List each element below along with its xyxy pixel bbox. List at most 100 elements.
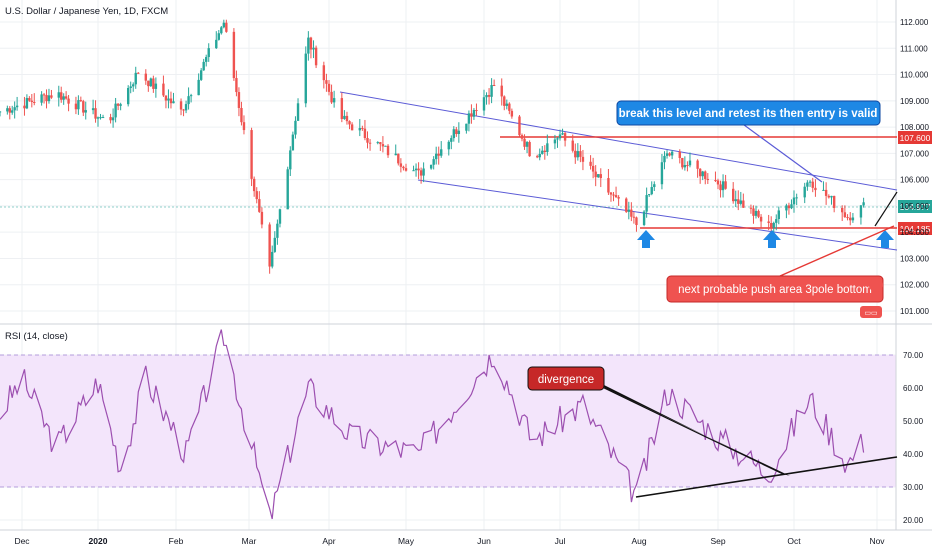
bear-candle — [571, 134, 574, 153]
time-tick-label: Jun — [477, 536, 491, 546]
bear-candle — [23, 96, 26, 116]
bear-candle — [579, 145, 582, 163]
push-note-text: next probable push area 3pole bottom — [678, 284, 872, 296]
bull-candle — [101, 114, 105, 119]
bear-candle — [350, 122, 354, 131]
price-tick-label: 106.000 — [900, 176, 929, 185]
bull-candle — [332, 90, 336, 108]
price-tick-label: 105.000 — [900, 202, 929, 211]
bull-candle — [775, 214, 778, 231]
bull-candle — [154, 77, 158, 98]
channel-upper-line[interactable] — [339, 91, 898, 191]
bull-candle — [447, 140, 450, 156]
price-tick-label: 101.000 — [900, 307, 929, 316]
price-tick-label: 102.000 — [900, 281, 929, 290]
bull-candle — [556, 136, 559, 148]
bull-candle — [384, 145, 387, 147]
bull-candle — [465, 123, 468, 134]
bull-candle — [276, 219, 279, 245]
bull-candle — [197, 73, 200, 96]
bull-candle — [11, 105, 14, 115]
bear-candle — [179, 98, 183, 116]
time-axis[interactable]: Dec 2020 Feb Mar Apr May Jun Jul Aug Sep Oct Nov — [14, 536, 885, 546]
bull-candle — [278, 208, 282, 228]
bear-candle — [109, 113, 112, 124]
bear-candle — [79, 96, 83, 102]
price-tick-label: 111.000 — [900, 44, 928, 53]
bull-candle — [414, 163, 418, 177]
bear-candle — [508, 102, 511, 115]
bull-candle — [721, 174, 725, 198]
bull-candle — [57, 85, 60, 107]
rsi-support-trendline[interactable] — [635, 456, 898, 498]
time-tick-label: Nov — [869, 536, 885, 546]
bull-candle — [561, 128, 564, 136]
bear-candle — [617, 195, 620, 206]
price-tick-label: 108.000 — [900, 123, 929, 132]
bear-candle — [147, 80, 150, 92]
bull-candle — [13, 101, 16, 119]
divergence-pointer[interactable] — [597, 384, 784, 475]
bear-candle — [242, 115, 246, 135]
bear-candle — [116, 103, 120, 111]
bear-candle — [518, 114, 521, 137]
bull-candle — [806, 180, 809, 191]
bear-candle — [787, 202, 791, 215]
bull-candle — [220, 25, 223, 35]
price-tick-label: 107.000 — [900, 149, 929, 158]
time-tick-label: Jul — [555, 536, 566, 546]
bear-candle — [520, 133, 524, 142]
bear-candle — [45, 89, 48, 109]
bull-candle — [62, 93, 65, 105]
bull-candle — [505, 99, 508, 110]
bear-candle — [528, 140, 531, 157]
push-note-box[interactable] — [666, 275, 884, 303]
bear-candle — [824, 182, 828, 205]
break-note-box[interactable] — [616, 100, 881, 126]
break-note-pointer — [739, 121, 823, 183]
calendar-badge-icon[interactable]: ▭▭ — [860, 278, 883, 318]
bull-candle — [307, 31, 310, 61]
bull-candle — [222, 19, 226, 29]
up-arrow-icon — [876, 230, 894, 248]
bear-candle — [500, 78, 503, 106]
bull-candle — [683, 156, 687, 171]
bear-candle — [767, 214, 770, 231]
bear-candle — [811, 177, 814, 193]
bear-candle — [419, 167, 423, 184]
bear-candle — [361, 125, 364, 131]
svg-text:▭▭: ▭▭ — [864, 310, 877, 317]
time-tick-label: 2020 — [89, 536, 108, 546]
bull-candle — [701, 170, 704, 181]
bear-candle — [599, 168, 602, 188]
bull-candle — [859, 204, 863, 225]
rsi-tick-label: 20.00 — [903, 516, 924, 525]
bull-candle — [99, 113, 102, 120]
bear-candle — [348, 120, 351, 130]
time-tick-label: Feb — [169, 536, 184, 546]
resistance-price-tag — [898, 131, 932, 144]
bull-candle — [205, 54, 208, 67]
bear-candle — [757, 209, 760, 219]
channel-lower-line[interactable] — [417, 179, 898, 251]
bear-candle — [404, 163, 408, 172]
bear-candle — [258, 191, 261, 213]
bottom-arrows[interactable] — [637, 230, 894, 248]
bull-candle — [490, 78, 493, 104]
rsi-band — [0, 355, 896, 487]
rsi-axis[interactable]: 20.00 30.00 40.00 50.00 60.00 70.00 — [903, 351, 924, 525]
bear-candle — [64, 91, 68, 100]
bull-candle — [795, 193, 798, 206]
bear-candle — [386, 144, 390, 158]
bear-candle — [563, 132, 567, 147]
divergence-note-box[interactable] — [527, 366, 605, 391]
descending-channel[interactable] — [339, 91, 898, 251]
bear-candle — [94, 100, 97, 123]
bull-candle — [785, 203, 788, 219]
bear-candle — [60, 86, 63, 103]
bear-candle — [840, 205, 844, 222]
projection-trendline[interactable] — [874, 191, 898, 227]
bear-candle — [749, 204, 753, 214]
price-axis[interactable]: 101.000 102.000 103.000 104.000 105.000 106.0… — [900, 18, 929, 316]
